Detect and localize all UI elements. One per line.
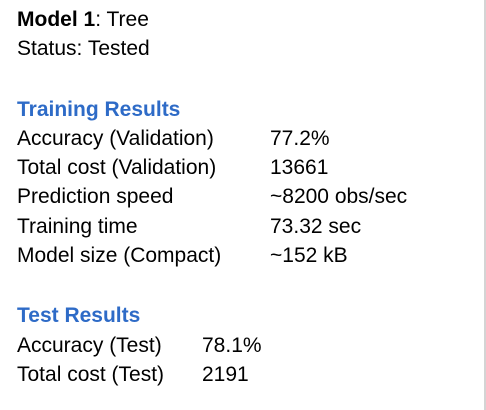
test-row-value: 78.1% [202, 334, 262, 357]
test-row-value: 2191 [202, 363, 249, 386]
model-status-label: Status: [17, 37, 83, 60]
training-row-value: 77.2% [270, 127, 330, 150]
training-row-label: Model size (Compact) [17, 244, 222, 267]
model-name-label: Model 1 [17, 8, 96, 31]
training-row-accuracy: Accuracy (Validation) 77.2% [17, 126, 330, 152]
model-status-value: Tested [87, 37, 150, 60]
training-row-value: 13661 [270, 156, 329, 179]
test-results-heading: Test Results [17, 304, 141, 327]
training-row-value: 73.32 sec [270, 215, 362, 238]
training-row-value: ~152 kB [270, 244, 348, 267]
model-name-separator: : [95, 8, 102, 31]
test-row-label: Total cost (Test) [17, 363, 165, 386]
model-name-value: Tree [106, 8, 149, 31]
training-row-value: ~8200 obs/sec [270, 185, 408, 208]
model-name-line: Model 1: Tree [17, 7, 149, 33]
training-row-total-cost: Total cost (Validation) 13661 [17, 155, 328, 181]
test-row-accuracy: Accuracy (Test) 78.1% [17, 333, 262, 359]
training-row-label: Training time [17, 215, 138, 238]
test-row-total-cost: Total cost (Test) 2191 [17, 362, 249, 388]
training-row-label: Total cost (Validation) [17, 156, 217, 179]
training-row-label: Prediction speed [17, 185, 174, 208]
training-row-training-time: Training time 73.32 sec [17, 214, 361, 240]
test-row-label: Accuracy (Test) [17, 334, 162, 357]
training-row-prediction-speed: Prediction speed ~8200 obs/sec [17, 184, 407, 210]
model-status-line: Status: Tested [17, 36, 150, 62]
panel-right-border [484, 0, 486, 410]
training-row-label: Accuracy (Validation) [17, 127, 214, 150]
training-results-heading: Training Results [17, 98, 181, 121]
training-row-model-size: Model size (Compact) ~152 kB [17, 243, 348, 269]
